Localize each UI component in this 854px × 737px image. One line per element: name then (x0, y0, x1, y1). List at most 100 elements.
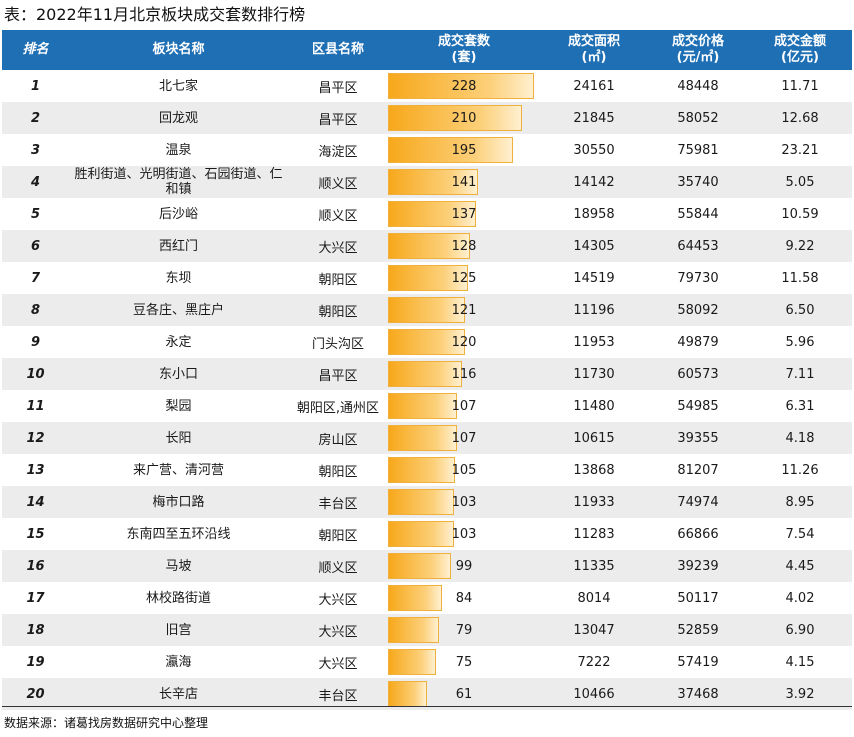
cell-size-text: 11953 (573, 334, 615, 350)
cell-amount: 4.18 (748, 422, 852, 454)
cell-area: 西红门 (69, 230, 288, 262)
cell-size: 11196 (540, 294, 648, 326)
cell-district: 丰台区 (288, 486, 388, 518)
cell-rank-text: 4 (30, 174, 41, 190)
cell-area-text: 梨园 (165, 398, 192, 414)
cell-units: 116 (388, 358, 540, 390)
table-row: 13 来广营、清河营 朝阳区 105 13868 81207 11.26 (2, 454, 852, 486)
table-row: 15 东南四至五环沿线 朝阳区 103 11283 66866 7.54 (2, 518, 852, 550)
units-bar (388, 585, 442, 611)
cell-district: 门头沟区 (288, 326, 388, 358)
units-bar (388, 73, 534, 99)
cell-price-text: 74974 (677, 494, 719, 510)
cell-district-text: 昌平区 (318, 112, 358, 128)
cell-amount: 6.31 (748, 390, 852, 422)
units-value: 107 (451, 398, 477, 414)
cell-price: 79730 (648, 262, 748, 294)
cell-area: 梅市口路 (69, 486, 288, 518)
cell-amount-text: 12.68 (781, 110, 819, 126)
cell-size: 11283 (540, 518, 648, 550)
cell-size-text: 24161 (573, 78, 615, 94)
cell-units: 120 (388, 326, 540, 358)
cell-area: 瀛海 (69, 646, 288, 678)
header-units: 成交套数 (套) (388, 30, 540, 70)
cell-rank-text: 11 (26, 398, 45, 414)
cell-units: 99 (388, 550, 540, 582)
header-size-label: 成交面积 (567, 34, 620, 49)
cell-price-text: 60573 (677, 366, 719, 382)
cell-district: 顺义区 (288, 166, 388, 198)
cell-amount-text: 11.26 (781, 462, 819, 478)
cell-district-text: 朝阳区 (318, 272, 358, 288)
cell-area-text: 北七家 (158, 78, 198, 94)
cell-size: 13047 (540, 614, 648, 646)
cell-amount-text: 23.21 (781, 142, 819, 158)
cell-price: 58052 (648, 102, 748, 134)
cell-units: 128 (388, 230, 540, 262)
units-value: 99 (455, 558, 473, 574)
cell-price: 75981 (648, 134, 748, 166)
cell-area: 长阳 (69, 422, 288, 454)
table-row: 16 马坡 顺义区 99 11335 39239 4.45 (2, 550, 852, 582)
cell-rank: 20 (2, 678, 69, 710)
cell-rank-text: 8 (30, 302, 41, 318)
cell-amount: 4.45 (748, 550, 852, 582)
cell-area-text: 马坡 (165, 558, 192, 574)
cell-rank: 10 (2, 358, 69, 390)
cell-district-text: 朝阳区,通州区 (296, 400, 380, 416)
cell-district-text: 丰台区 (318, 688, 358, 704)
cell-amount: 12.68 (748, 102, 852, 134)
cell-amount: 8.95 (748, 486, 852, 518)
cell-size: 8014 (540, 582, 648, 614)
units-bar (388, 617, 439, 643)
units-value: 137 (451, 206, 477, 222)
cell-size: 11953 (540, 326, 648, 358)
cell-size-text: 11335 (573, 558, 615, 574)
cell-size: 14519 (540, 262, 648, 294)
table-row: 12 长阳 房山区 107 10615 39355 4.18 (2, 422, 852, 454)
table-body: 1 北七家 昌平区 228 24161 48448 11.71 2 回龙观 昌平区 210 21845… (2, 70, 852, 710)
cell-amount: 7.11 (748, 358, 852, 390)
cell-rank: 18 (2, 614, 69, 646)
units-value: 128 (451, 238, 477, 254)
units-bar (388, 201, 476, 227)
cell-area-text: 豆各庄、黑庄户 (132, 302, 224, 318)
table-row: 14 梅市口路 丰台区 103 11933 74974 8.95 (2, 486, 852, 518)
cell-price: 35740 (648, 166, 748, 198)
cell-units: 210 (388, 102, 540, 134)
cell-price-text: 75981 (677, 142, 719, 158)
cell-rank-text: 5 (30, 206, 41, 222)
cell-amount-text: 8.95 (785, 494, 815, 510)
cell-district: 朝阳区 (288, 294, 388, 326)
cell-amount-text: 6.50 (785, 302, 815, 318)
cell-area: 温泉 (69, 134, 288, 166)
header-amount-unit: (亿元) (781, 50, 819, 65)
cell-price: 60573 (648, 358, 748, 390)
cell-amount: 11.71 (748, 70, 852, 102)
header-units-unit: (套) (451, 50, 477, 65)
cell-size-text: 11730 (573, 366, 615, 382)
cell-amount-text: 11.58 (781, 270, 819, 286)
header-rank: 排名 (22, 42, 49, 57)
cell-price: 54985 (648, 390, 748, 422)
cell-area-text: 胜利街道、光明街道、石园街道、仁和镇 (74, 167, 283, 197)
cell-district-text: 昌平区 (318, 368, 358, 384)
cell-rank: 11 (2, 390, 69, 422)
units-bar (388, 489, 454, 515)
cell-size: 7222 (540, 646, 648, 678)
table-bottom-rule (2, 706, 852, 707)
cell-amount-text: 4.45 (785, 558, 815, 574)
cell-size-text: 10466 (573, 686, 615, 702)
cell-rank-text: 13 (26, 462, 45, 478)
cell-rank-text: 6 (30, 238, 41, 254)
cell-size-text: 30550 (573, 142, 615, 158)
cell-area: 东南四至五环沿线 (69, 518, 288, 550)
cell-district-text: 丰台区 (318, 496, 358, 512)
cell-amount-text: 4.15 (785, 654, 815, 670)
cell-district: 大兴区 (288, 614, 388, 646)
cell-amount: 23.21 (748, 134, 852, 166)
cell-amount: 6.90 (748, 614, 852, 646)
cell-rank: 3 (2, 134, 69, 166)
cell-amount-text: 11.71 (781, 78, 819, 94)
cell-price: 57419 (648, 646, 748, 678)
